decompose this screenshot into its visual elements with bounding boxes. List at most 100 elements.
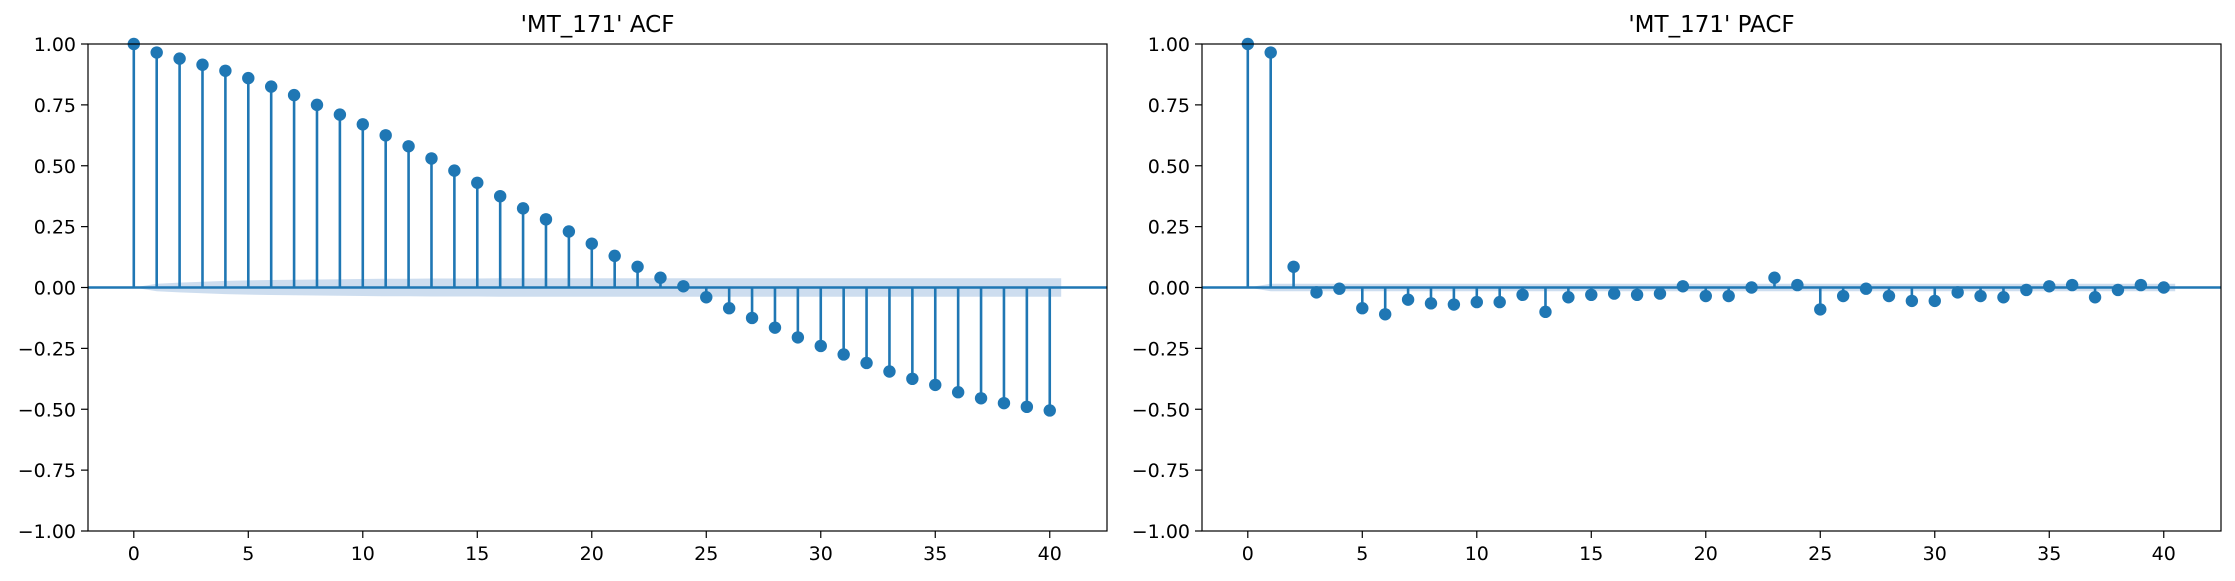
acf-point-lag-18 [539,213,553,226]
acf-xtick-label: 15 [465,543,489,565]
acf-ytick-label: 0.50 [34,156,76,178]
acf-xtick-label: 5 [242,543,254,565]
pacf-ytick-label: 1.00 [1148,34,1190,56]
pacf-ytick-label: −0.50 [1132,399,1190,421]
pacf-point-lag-38 [2111,283,2125,297]
pacf-ytick-label: −0.75 [1132,460,1190,482]
pacf-xtick-label: 25 [1808,543,1832,565]
pacf-point-lag-26 [1836,289,1850,303]
acf-axis-layer: 1.00 0.75 0.50 0.25 0.00 −0.25 −0.50 −0.75 −1.00… [18,34,1108,565]
pacf-xtick-label: 35 [2037,543,2061,565]
acf-xtick-label: 10 [351,543,375,565]
pacf-point-lag-31 [1951,286,1964,299]
pacf-point-lag-13 [1539,305,1552,319]
acf-point-lag-23 [654,271,667,284]
acf-ytick-label: −0.25 [18,338,76,360]
pacf-point-lag-39 [2134,278,2148,292]
acf-point-lag-9 [333,108,347,121]
pacf-xtick-label: 30 [1923,543,1947,565]
acf-point-lag-15 [471,176,484,189]
pacf-point-lag-9 [1447,298,1461,311]
acf-point-lag-31 [837,348,850,361]
pacf-point-lag-37 [2088,291,2102,304]
acf-xtick-label: 0 [128,543,140,565]
pacf-panel: 1.00 0.75 0.50 0.25 0.00 −0.25 −0.50 −0.75 −1.00… [1132,12,2222,565]
acf-ytick-label: −0.50 [18,399,76,421]
acf-stem-layer [88,37,1107,417]
acf-point-lag-17 [516,202,530,215]
acf-point-lag-11 [379,129,392,142]
acf-point-lag-39 [1020,400,1034,414]
acf-point-lag-27 [745,311,759,325]
pacf-point-lag-19 [1676,280,1690,293]
acf-point-lag-30 [814,339,827,353]
acf-point-lag-32 [860,356,873,370]
acf-point-lag-1 [150,46,163,59]
pacf-point-lag-11 [1493,295,1506,309]
pacf-ytick-label: 0.00 [1148,278,1190,300]
pacf-ytick-label: 0.50 [1148,156,1190,178]
acf-point-lag-25 [700,291,713,304]
pacf-xtick-label: 15 [1579,543,1603,565]
pacf-point-lag-24 [1791,278,1804,292]
acf-ytick-label: 1.00 [34,34,76,56]
acf-point-lag-2 [173,52,186,65]
acf-point-lag-19 [562,225,576,238]
acf-point-lag-36 [951,386,965,399]
pacf-point-lag-16 [1607,287,1621,300]
acf-point-lag-4 [219,64,232,77]
acf-ytick-label: 0.00 [34,278,76,300]
acf-point-lag-7 [287,88,301,102]
pacf-xtick-label: 10 [1465,543,1489,565]
pacf-point-lag-17 [1630,288,1644,302]
acf-xtick-label: 40 [1038,543,1062,565]
pacf-point-lag-27 [1859,282,1873,295]
acf-xtick-label: 25 [694,543,718,565]
acf-point-lag-38 [997,396,1011,410]
acf-ytick-label: 0.75 [34,95,76,117]
pacf-point-lag-14 [1562,291,1575,304]
acf-point-lag-6 [264,80,278,93]
acf-point-lag-8 [310,98,324,112]
pacf-ytick-label: −1.00 [1132,521,1190,543]
acf-point-lag-33 [883,365,896,378]
acf-xtick-label: 35 [923,543,947,565]
acf-point-lag-20 [585,237,598,250]
pacf-point-lag-23 [1768,271,1781,284]
acf-point-lag-13 [425,152,438,165]
acf-point-lag-16 [493,189,507,203]
pacf-point-lag-18 [1653,287,1667,300]
acf-chart-title: 'MT_171' ACF [521,12,675,38]
pacf-point-lag-36 [2065,278,2079,292]
pacf-point-lag-25 [1814,303,1827,316]
pacf-point-lag-29 [1905,294,1919,308]
acf-point-lag-35 [929,378,942,392]
acf-point-lag-28 [768,321,782,334]
acf-xtick-label: 30 [809,543,833,565]
pacf-point-lag-20 [1699,289,1712,303]
acf-panel: 1.00 0.75 0.50 0.25 0.00 −0.25 −0.50 −0.75 −1.00… [18,12,1108,565]
pacf-point-lag-12 [1516,288,1529,302]
acf-point-lag-29 [791,331,805,344]
pacf-point-lag-21 [1722,289,1735,303]
pacf-point-lag-40 [2157,281,2170,294]
pacf-xtick-label: 40 [2152,543,2176,565]
pacf-point-lag-10 [1470,295,1483,309]
acf-point-lag-10 [356,118,369,131]
pacf-xtick-label: 20 [1694,543,1718,565]
pacf-point-lag-28 [1882,289,1896,303]
acf-point-lag-37 [974,392,988,405]
pacf-point-lag-35 [2043,280,2056,293]
acf-xtick-label: 20 [580,543,604,565]
acf-point-lag-34 [906,372,919,386]
pacf-point-lag-8 [1424,297,1438,310]
acf-point-lag-40 [1043,404,1056,417]
pacf-point-lag-1 [1264,46,1277,59]
pacf-chart-title: 'MT_171' PACF [1628,12,1794,38]
pacf-point-lag-22 [1745,281,1758,294]
acf-point-lag-26 [722,301,736,315]
acf-point-lag-24 [677,280,690,293]
pacf-point-lag-33 [1997,291,2010,304]
acf-point-lag-22 [631,260,644,274]
